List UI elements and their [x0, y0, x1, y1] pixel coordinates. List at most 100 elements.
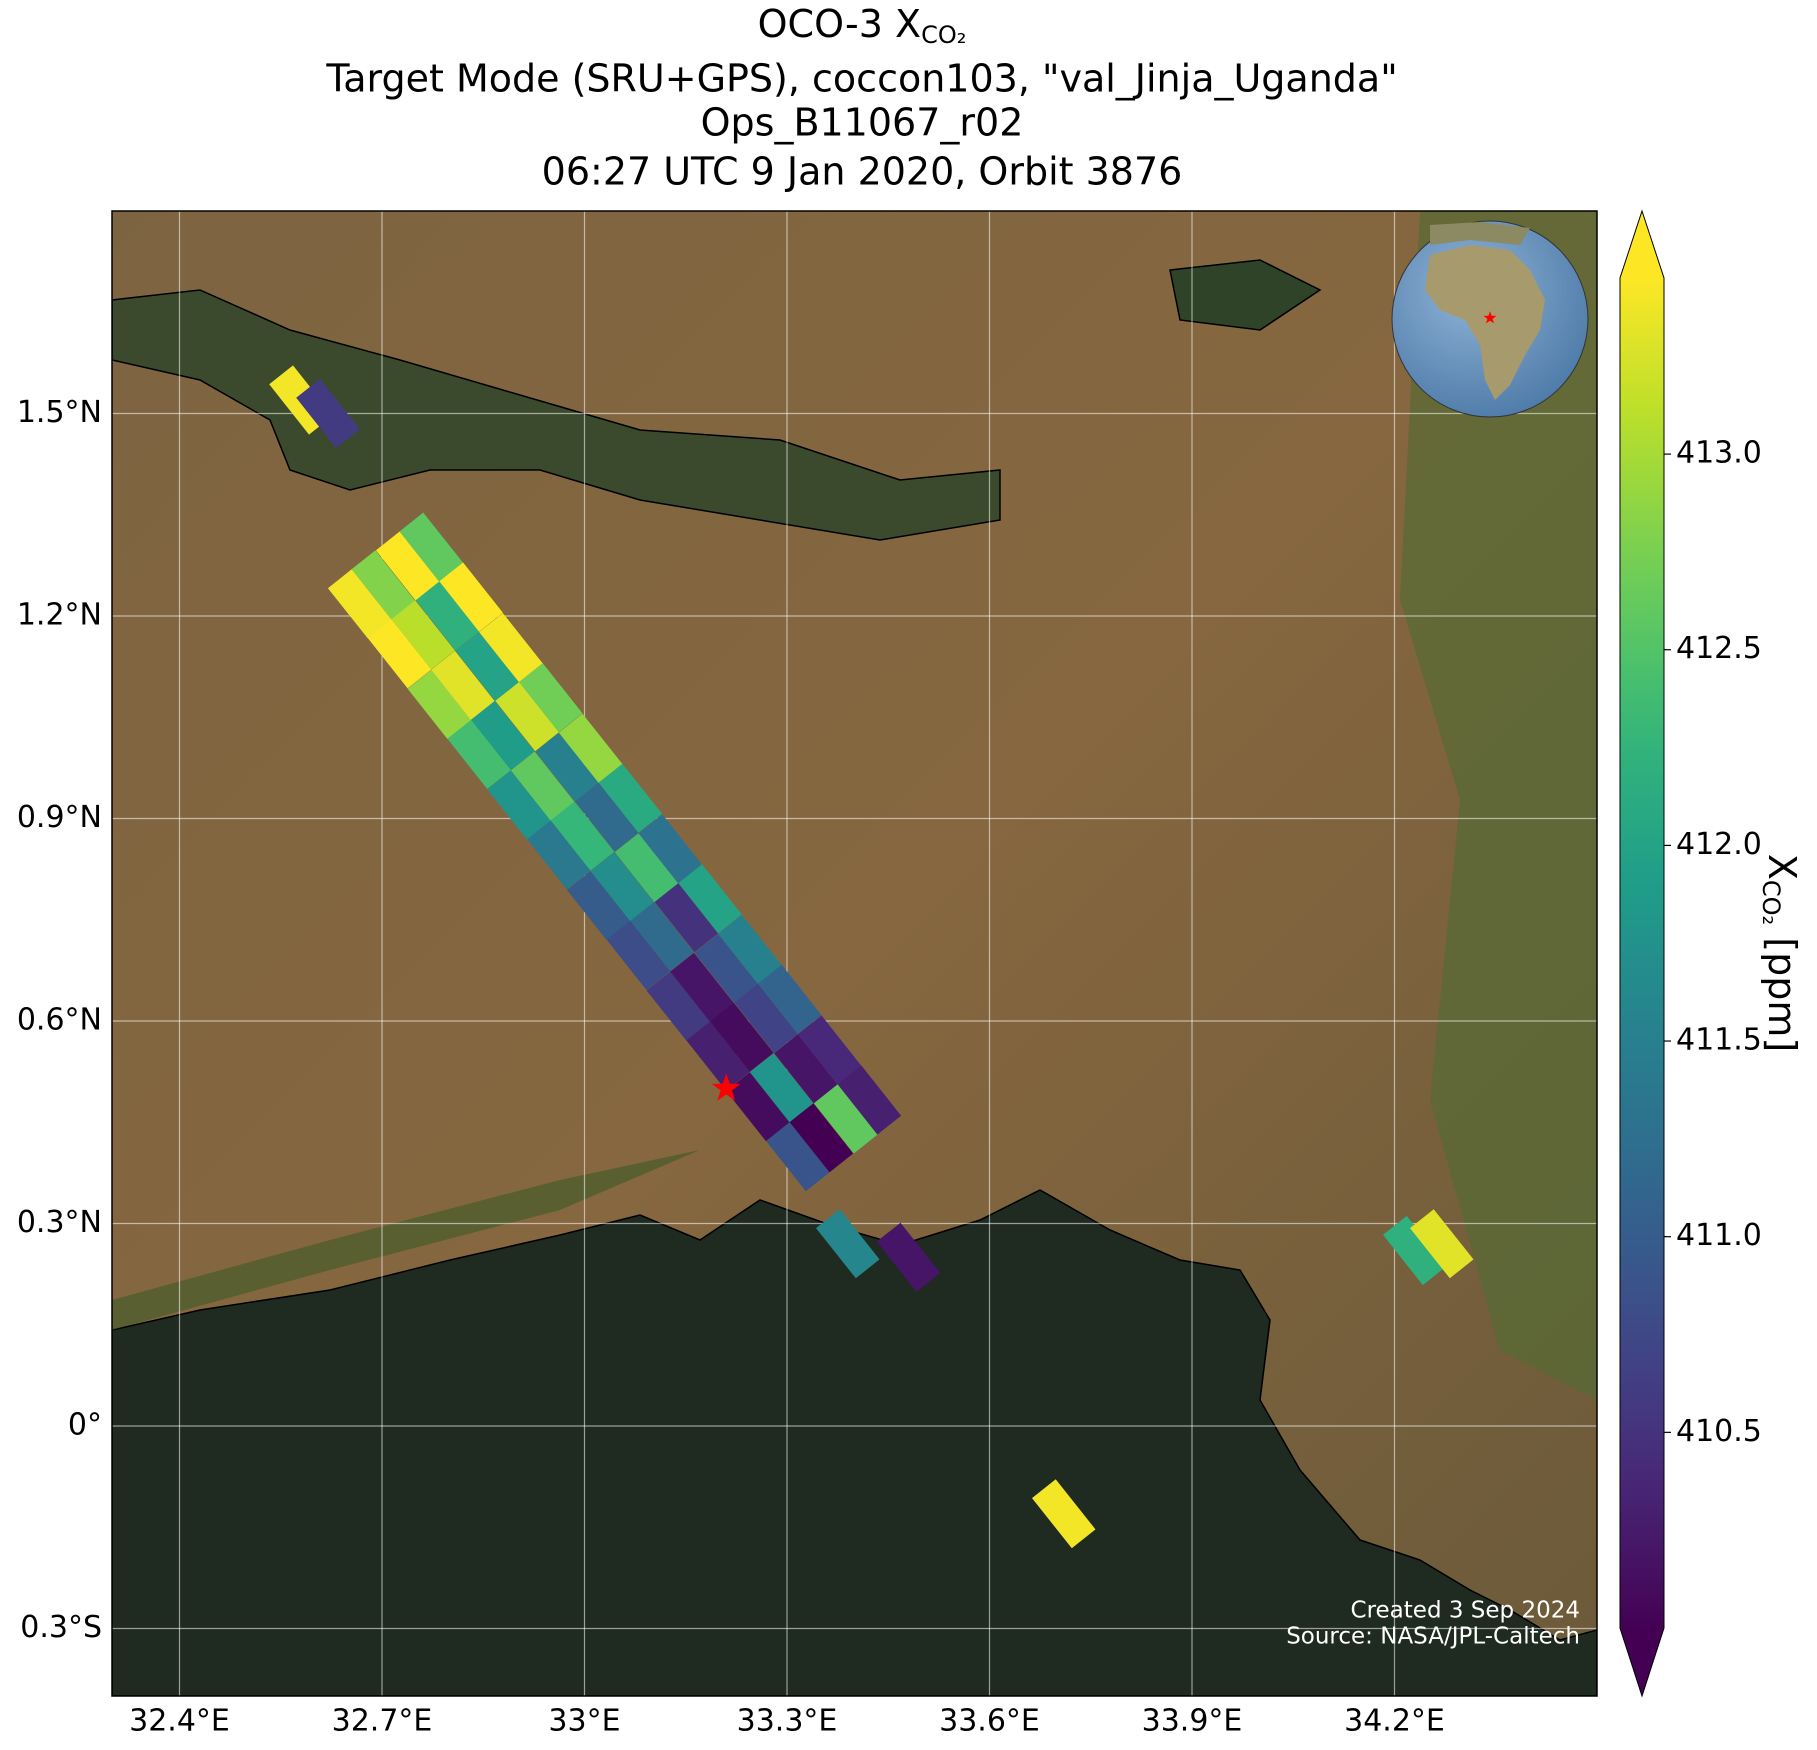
- y-tick-label: 1.5°N: [17, 395, 102, 430]
- sounding: [447, 719, 511, 789]
- sounding: [375, 531, 440, 601]
- lake: [1169, 259, 1322, 331]
- y-tick-label: 0.3°N: [17, 1205, 102, 1240]
- grid: [112, 211, 1597, 1696]
- annotation: Created 3 Sep 2024: [1351, 1598, 1580, 1624]
- annotation: Source: NASA/JPL-Caltech: [1286, 1624, 1580, 1650]
- sounding: [797, 1015, 862, 1085]
- sounding: [367, 619, 432, 689]
- sounding: [550, 801, 615, 871]
- map-background: [112, 211, 1597, 1696]
- sounding: [757, 964, 822, 1034]
- subtitle: Ops_B11067_r02: [701, 101, 1024, 145]
- target-marker: [712, 1073, 741, 1101]
- y-tick-label: 0°: [68, 1408, 102, 1443]
- sounding: [749, 1053, 814, 1123]
- colorbar-label-subscript: CO₂: [1757, 880, 1785, 925]
- europe: [1430, 222, 1530, 245]
- sounding: [710, 1002, 774, 1072]
- sounding: [471, 700, 535, 771]
- sounding: [638, 814, 702, 884]
- sounding: [566, 871, 631, 941]
- x-tick-label: 33.6°E: [939, 1704, 1040, 1739]
- y-tick-label: 0.3°S: [20, 1610, 102, 1645]
- x-tick-label: 33°E: [548, 1704, 620, 1739]
- y-tick-label: 1.2°N: [17, 598, 102, 633]
- colorbar-extend-max: [1620, 211, 1664, 278]
- sounding: [774, 1034, 838, 1104]
- sounding: [598, 763, 663, 833]
- globe-target-marker: [1483, 311, 1497, 324]
- x-tick-label: 32.7°E: [332, 1704, 433, 1739]
- sounding: [479, 613, 543, 683]
- sounding: [766, 1122, 830, 1192]
- subtitle: 06:27 UTC 9 Jan 2020, Orbit 3876: [542, 150, 1183, 194]
- vegetation: [1400, 211, 1597, 1400]
- sounding: [734, 983, 798, 1053]
- sounding: [399, 512, 464, 582]
- sounding: [590, 852, 655, 922]
- colorbar-tick-label: 411.0: [1676, 1218, 1762, 1253]
- x-tick-label: 34.2°E: [1344, 1704, 1445, 1739]
- colorbar-tick-label: 411.5: [1676, 1023, 1762, 1058]
- x-tick-label: 33.9°E: [1142, 1704, 1243, 1739]
- sounding: [726, 1072, 790, 1142]
- sounding: [558, 713, 623, 783]
- subtitle: Target Mode (SRU+GPS), coccon103, "val_J…: [325, 57, 1397, 101]
- sounding: [327, 569, 392, 639]
- sounding: [391, 600, 455, 670]
- colorbar-extend-min: [1620, 1628, 1664, 1696]
- x-tick-label: 33.3°E: [737, 1704, 838, 1739]
- africa: [1425, 245, 1545, 400]
- sounding: [455, 632, 520, 702]
- shore-vegetation: [112, 1150, 700, 1330]
- sounding: [670, 952, 734, 1022]
- colorbar-body: [1620, 278, 1664, 1628]
- sounding: [535, 732, 599, 802]
- sounding: [837, 1065, 902, 1135]
- sounding: [415, 581, 480, 651]
- colorbar-label-suffix: [ppm]: [1761, 925, 1805, 1052]
- soundings: [269, 365, 1474, 1549]
- title-text: OCO-3 X: [758, 2, 921, 46]
- sounding: [686, 1021, 750, 1091]
- sounding: [495, 682, 559, 752]
- colorbar: 410.5 411.0 411.5 412.0 412.5 413.0: [1619, 209, 1762, 1698]
- sounding: [718, 914, 782, 984]
- colorbar-tick-label: 412.5: [1676, 631, 1762, 666]
- sounding: [816, 1209, 880, 1279]
- y-tick-label: 0.9°N: [17, 800, 102, 835]
- colorbar-label: XCO₂ [ppm]: [1757, 854, 1805, 1052]
- map-frame: [111, 210, 1598, 1697]
- colorbar-tick-label: 412.0: [1676, 827, 1762, 862]
- colorbar-tick-label: 410.5: [1676, 1414, 1762, 1449]
- lake-kyoga: [112, 289, 1001, 541]
- sounding: [527, 820, 591, 890]
- colorbar-outline: [1619, 209, 1665, 1698]
- sounding: [575, 782, 639, 852]
- sounding: [678, 864, 742, 934]
- sounding: [694, 933, 758, 1003]
- sounding: [654, 883, 719, 953]
- sounding: [813, 1084, 878, 1154]
- sounding: [510, 751, 575, 821]
- sounding: [487, 770, 551, 840]
- sounding: [431, 650, 495, 721]
- title: OCO-3 XCO₂: [758, 2, 967, 50]
- title-subscript: CO₂: [921, 21, 966, 49]
- sounding: [876, 1222, 941, 1292]
- sounding: [1383, 1215, 1447, 1286]
- sounding: [614, 833, 679, 903]
- sounding: [646, 971, 711, 1041]
- colorbar-tick-label: 413.0: [1676, 436, 1762, 471]
- sounding: [630, 902, 694, 972]
- sounding: [351, 550, 416, 620]
- sounding: [519, 663, 583, 733]
- sounding: [407, 669, 472, 739]
- colorbar-label-text: X: [1761, 854, 1805, 880]
- lake-victoria: [112, 1189, 1597, 1696]
- sounding: [789, 1103, 854, 1173]
- y-tick-label: 0.6°N: [17, 1003, 102, 1038]
- sounding: [1032, 1479, 1096, 1549]
